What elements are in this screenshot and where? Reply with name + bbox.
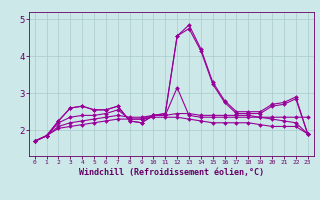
X-axis label: Windchill (Refroidissement éolien,°C): Windchill (Refroidissement éolien,°C) (79, 168, 264, 177)
